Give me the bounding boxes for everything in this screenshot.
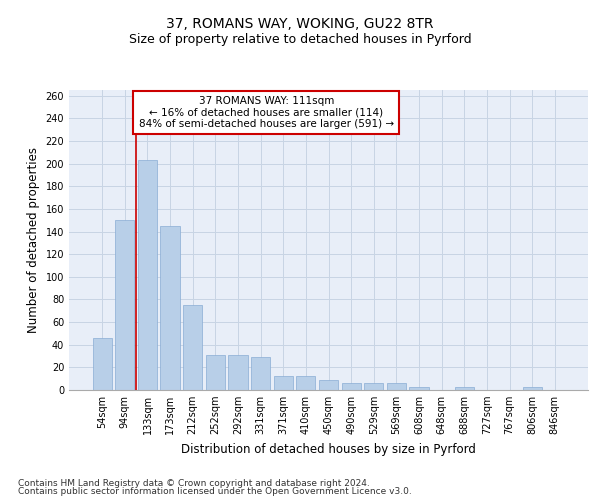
Bar	[251, 357, 270, 390]
Bar	[296, 376, 316, 390]
Text: Size of property relative to detached houses in Pyrford: Size of property relative to detached ho…	[128, 32, 472, 46]
Bar	[115, 220, 134, 390]
X-axis label: Distribution of detached houses by size in Pyrford: Distribution of detached houses by size …	[181, 442, 476, 456]
Text: Contains HM Land Registry data © Crown copyright and database right 2024.: Contains HM Land Registry data © Crown c…	[18, 478, 370, 488]
Text: 37 ROMANS WAY: 111sqm
← 16% of detached houses are smaller (114)
84% of semi-det: 37 ROMANS WAY: 111sqm ← 16% of detached …	[139, 96, 394, 129]
Bar	[274, 376, 293, 390]
Bar	[387, 383, 406, 390]
Bar	[92, 338, 112, 390]
Bar	[206, 355, 225, 390]
Bar	[319, 380, 338, 390]
Bar	[341, 383, 361, 390]
Bar	[160, 226, 180, 390]
Bar	[409, 386, 428, 390]
Bar	[455, 386, 474, 390]
Text: Contains public sector information licensed under the Open Government Licence v3: Contains public sector information licen…	[18, 487, 412, 496]
Bar	[523, 386, 542, 390]
Text: 37, ROMANS WAY, WOKING, GU22 8TR: 37, ROMANS WAY, WOKING, GU22 8TR	[166, 18, 434, 32]
Bar	[183, 305, 202, 390]
Bar	[138, 160, 157, 390]
Bar	[229, 355, 248, 390]
Bar	[364, 383, 383, 390]
Y-axis label: Number of detached properties: Number of detached properties	[27, 147, 40, 333]
